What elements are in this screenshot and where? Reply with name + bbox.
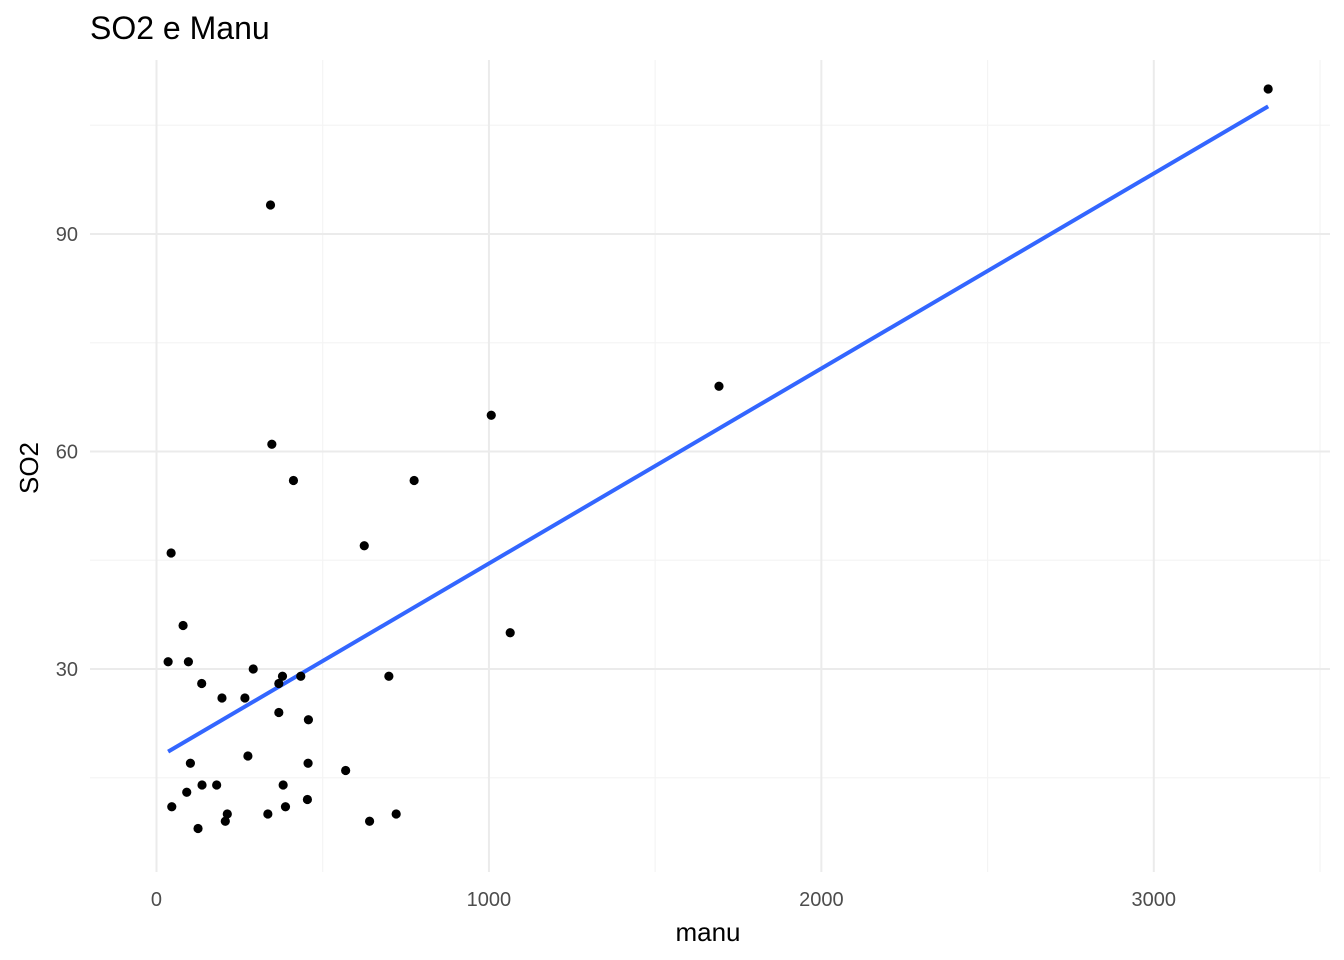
data-point [409, 475, 419, 486]
data-point [185, 758, 195, 768]
data-point [243, 751, 253, 761]
data-point [274, 707, 284, 718]
data-point [178, 620, 188, 631]
x-tick-label: 3000 [1132, 889, 1177, 911]
data-point [166, 548, 176, 558]
data-point [288, 475, 299, 486]
data-point [248, 664, 258, 674]
data-point [341, 765, 351, 776]
data-point [212, 780, 222, 790]
data-point [193, 823, 203, 834]
points-layer [163, 84, 1273, 834]
data-point [303, 758, 313, 768]
trend-layer [167, 104, 1270, 754]
data-point [277, 671, 288, 681]
y-axis-title: SO2 [14, 442, 44, 494]
data-point [163, 657, 173, 667]
axis-layer: manu SO2 0 1000 2000 3000 30 60 90 [14, 224, 1176, 947]
data-point [267, 439, 277, 449]
data-point [197, 678, 207, 689]
grid-layer [90, 60, 1330, 872]
data-point [265, 200, 276, 210]
data-point [280, 802, 291, 812]
data-point [714, 381, 724, 391]
data-point [182, 787, 192, 797]
x-tick-label: 2000 [799, 889, 844, 911]
data-point [183, 657, 194, 667]
data-point [296, 671, 306, 681]
data-point [220, 816, 230, 826]
x-tick-label: 1000 [467, 889, 512, 911]
data-point [384, 671, 394, 681]
data-point [486, 410, 496, 420]
data-point [222, 809, 232, 819]
data-point [364, 816, 375, 826]
y-tick-label: 30 [56, 659, 78, 681]
x-tick-label: 0 [151, 889, 162, 911]
y-tick-label: 90 [56, 224, 78, 246]
data-point [302, 794, 313, 805]
data-point [197, 780, 207, 790]
data-point [274, 678, 284, 689]
data-point [303, 715, 314, 725]
data-point [391, 809, 401, 819]
x-axis-title: manu [675, 917, 740, 947]
chart-title: SO2 e Manu [90, 10, 270, 46]
data-point [505, 628, 515, 638]
data-point [240, 693, 250, 703]
data-point [359, 541, 369, 551]
trend-line [167, 104, 1270, 754]
y-tick-label: 60 [56, 442, 78, 464]
data-point [263, 809, 273, 819]
data-point [217, 693, 227, 703]
data-point [278, 780, 288, 790]
data-point [1263, 84, 1273, 94]
data-point [167, 802, 177, 812]
